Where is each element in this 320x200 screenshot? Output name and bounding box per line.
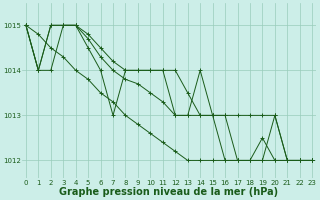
X-axis label: Graphe pression niveau de la mer (hPa): Graphe pression niveau de la mer (hPa): [60, 187, 279, 197]
